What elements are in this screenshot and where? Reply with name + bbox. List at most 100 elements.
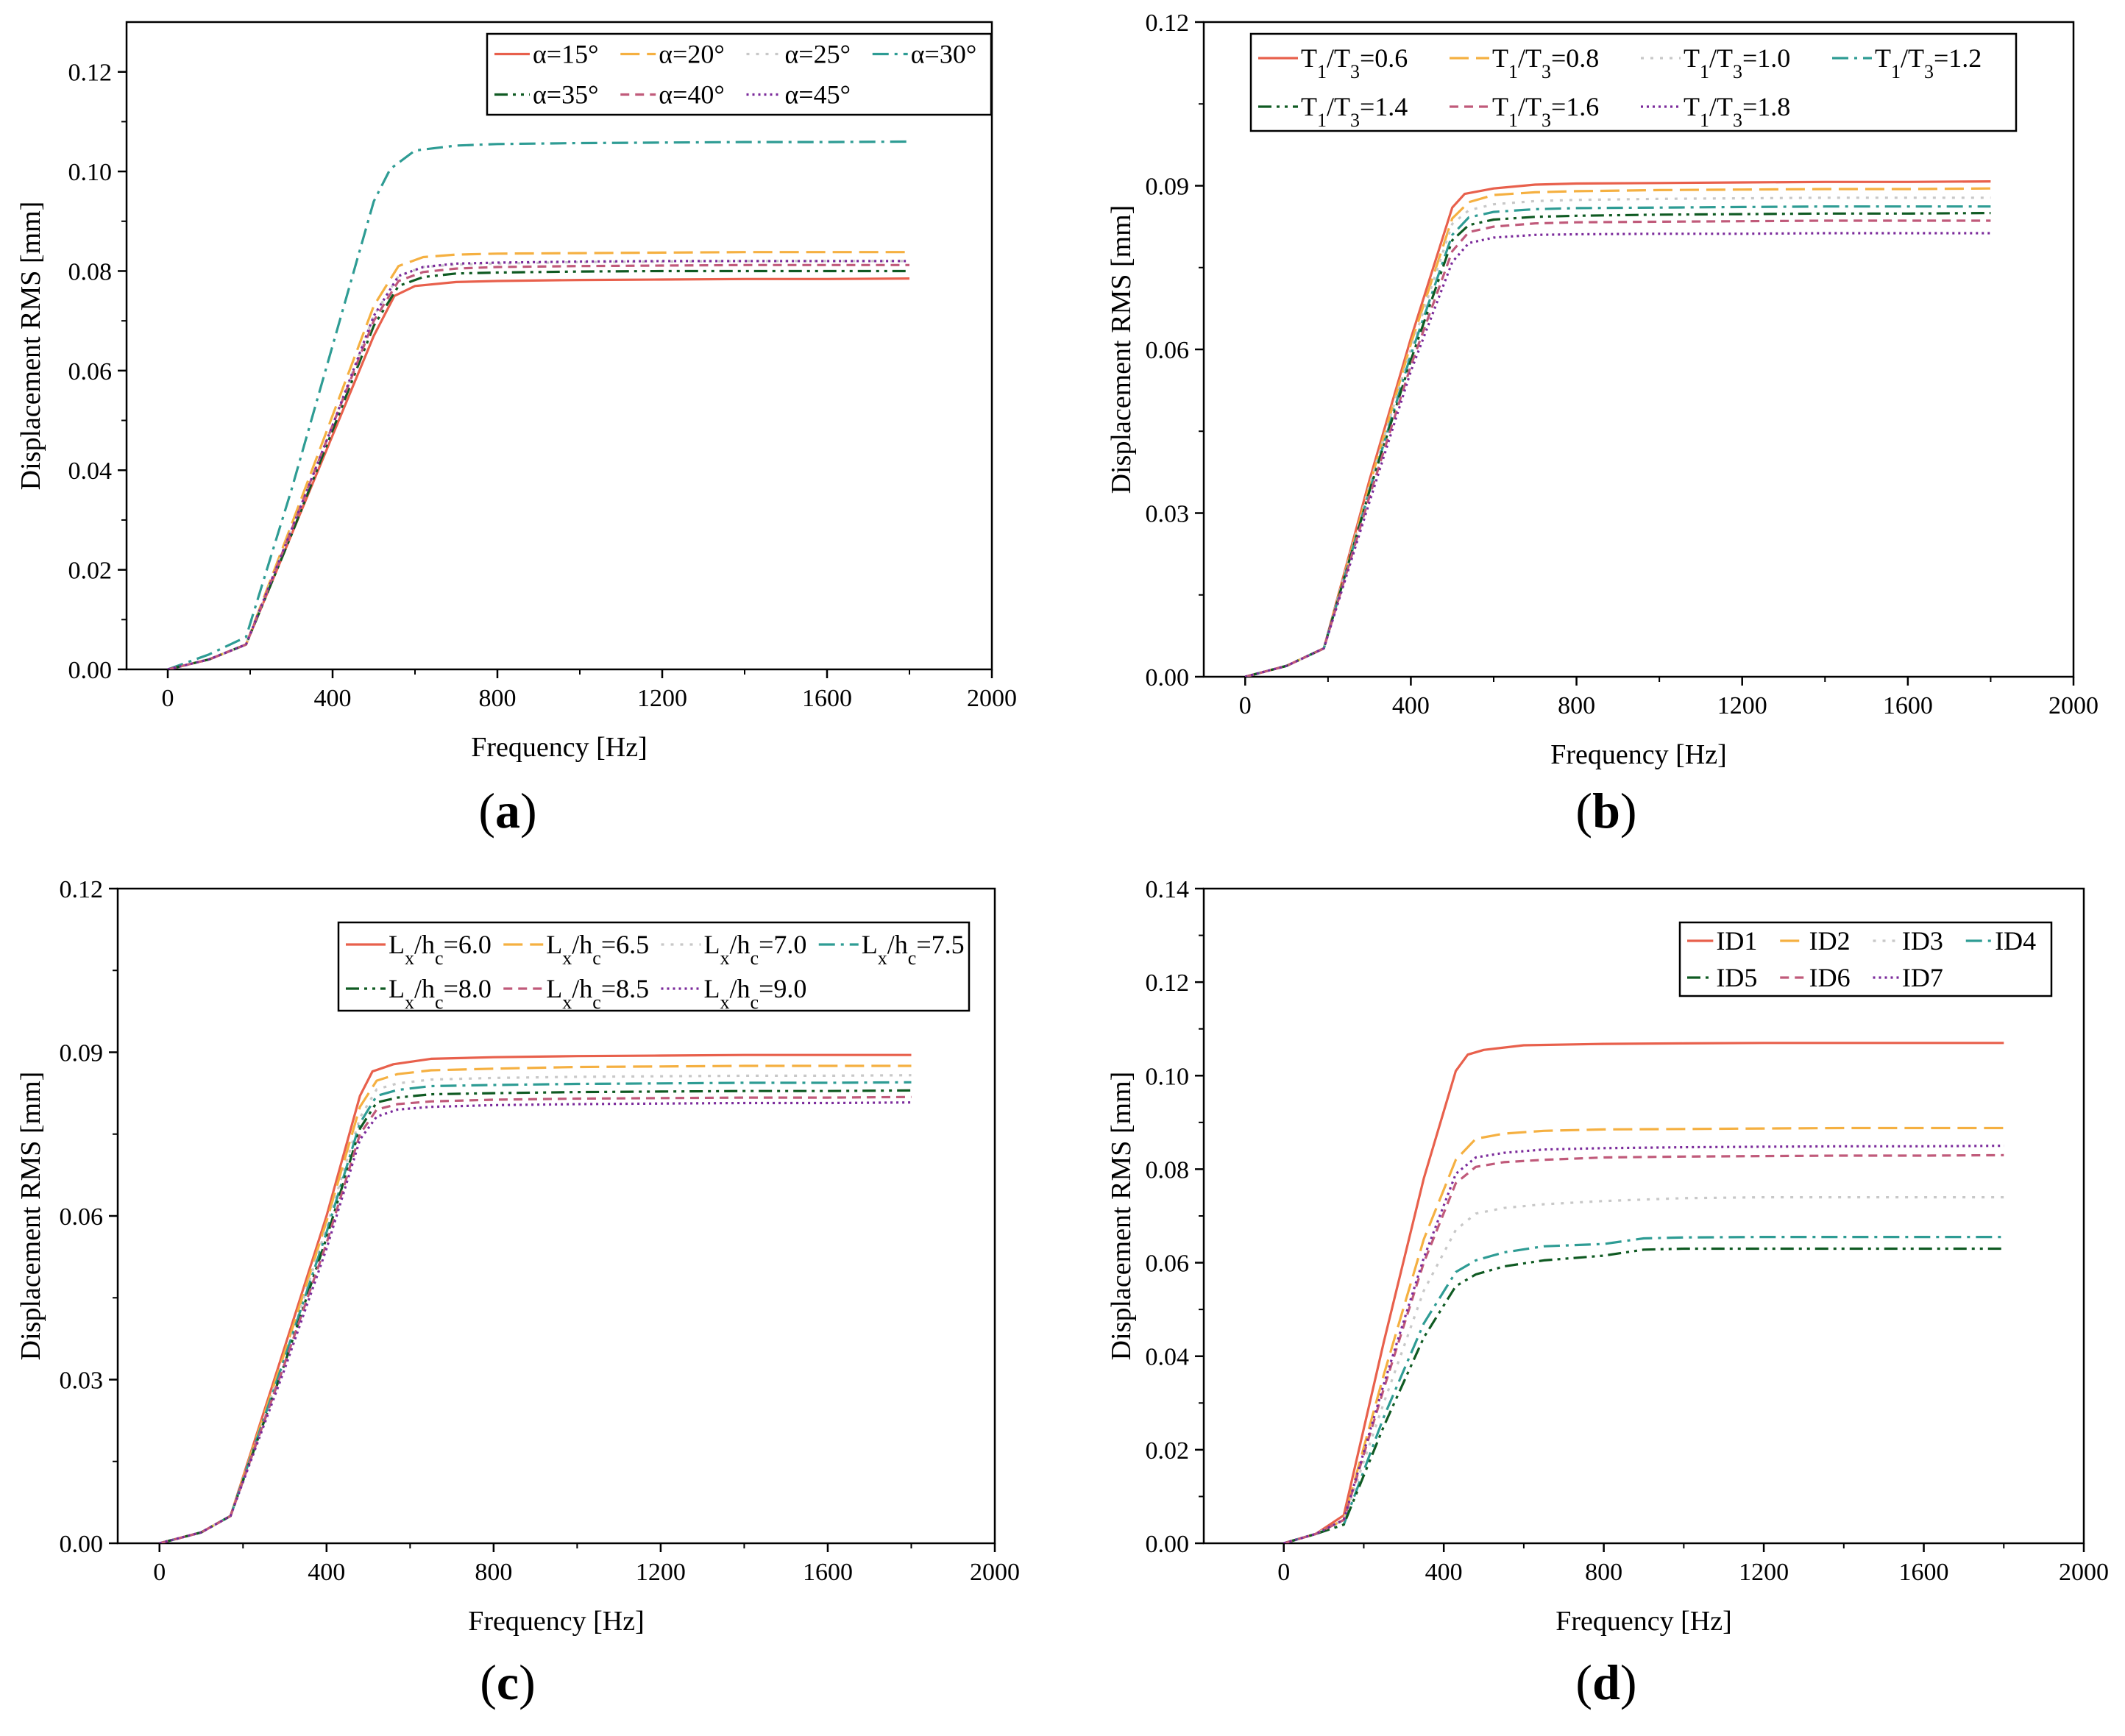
panel-label: (b) [1575, 783, 1636, 839]
legend-label: T1/T3=1.4 [1301, 92, 1408, 131]
x-axis-title: Frequency [Hz] [1555, 1606, 1732, 1637]
x-axis-title: Frequency [Hz] [1550, 739, 1727, 770]
panel-b: 0 400 800 1200 1600 2000 0.00 0.03 0.06 0.09 0.12 F… [1106, 10, 2099, 839]
legend-label: T1/T3=1.6 [1492, 92, 1599, 131]
y-tick-label: 0.06 [60, 1203, 104, 1231]
x-tick-label: 400 [1392, 692, 1430, 719]
y-tick-label: 0.12 [1146, 970, 1190, 997]
x-tick-label: 1600 [1883, 692, 1933, 719]
series-line-3 [1283, 1195, 2004, 1543]
x-tick-label: 1200 [637, 685, 687, 712]
y-tick-label: 0.08 [1146, 1156, 1190, 1184]
y-tick-label: 0.04 [1146, 1344, 1190, 1371]
x-tick-label: 800 [1558, 692, 1595, 719]
y-tick-label: 0.14 [1146, 876, 1190, 903]
y-tick-label: 0.06 [1146, 1251, 1190, 1278]
x-tick-label: 400 [314, 685, 352, 712]
x-tick-label: 400 [308, 1559, 345, 1586]
y-tick-label: 0.09 [60, 1040, 104, 1067]
x-tick-label: 1200 [1739, 1559, 1789, 1586]
y-tick-label: 0.06 [1146, 337, 1190, 364]
y-tick-label: 0.00 [1146, 1531, 1190, 1558]
x-tick-label: 1600 [803, 1559, 853, 1586]
x-tick-label: 800 [1585, 1559, 1622, 1586]
y-tick-label: 0.10 [1146, 1063, 1190, 1090]
y-axis-title: Displacement RMS [mm] [15, 1072, 46, 1361]
legend-label: α=35° [533, 80, 599, 110]
series-line-4 [167, 140, 910, 669]
x-tick-label: 1600 [1899, 1559, 1949, 1586]
legend-label: α=15° [533, 40, 599, 69]
x-tick-label: 800 [479, 685, 517, 712]
y-tick-label: 0.06 [68, 358, 113, 385]
x-axis-title: Frequency [Hz] [468, 1606, 645, 1637]
legend: Lx/hc=6.0 Lx/hc=6.5 Lx/hc=7.0 Lx/hc=7.5 Lx/h… [337, 921, 971, 1013]
legend-label: T1/T3=0.6 [1301, 43, 1408, 82]
series-line-6 [167, 263, 909, 669]
y-tick-label: 0.02 [68, 558, 113, 585]
y-tick-label: 0.00 [68, 657, 113, 684]
panel-label: (d) [1575, 1654, 1636, 1710]
y-tick-label: 0.03 [60, 1367, 104, 1395]
series-line-2 [1283, 1126, 2004, 1543]
series-line-5 [1283, 1247, 2004, 1543]
series-group [1244, 180, 1991, 677]
legend: ID1 ID2 ID3 ID4 ID5 ID6 ID7 [1678, 921, 2053, 997]
x-tick-label: 0 [153, 1559, 166, 1586]
series-group [1283, 1042, 2004, 1543]
legend-label: α=40° [659, 80, 725, 110]
legend-label: α=45° [784, 80, 851, 110]
panels: 0 400 800 1200 1600 2000 0.00 0.02 0.04 0.06 0.08 0… [15, 10, 2109, 1710]
legend-label: ID7 [1902, 963, 1943, 992]
panel-label: (c) [480, 1654, 536, 1710]
x-tick-label: 800 [475, 1559, 512, 1586]
legend: T1/T3=0.6 T1/T3=0.8 T1/T3=1.0 T1/T3=1.2 T1/T… [1249, 32, 2018, 132]
x-tick-label: 400 [1425, 1559, 1463, 1586]
x-tick-label: 0 [1239, 692, 1252, 719]
y-tick-label: 0.03 [1146, 501, 1190, 528]
legend-label: Lx/hc=8.5 [546, 974, 649, 1013]
legend-label: Lx/hc=9.0 [704, 974, 807, 1013]
y-tick-label: 0.09 [1146, 174, 1190, 201]
legend-box [486, 32, 993, 116]
y-tick-label: 0.02 [1146, 1437, 1190, 1465]
y-tick-label: 0.12 [1146, 10, 1190, 37]
series-group [159, 1053, 912, 1543]
series-line-4 [1283, 1235, 2004, 1543]
legend-label: ID6 [1809, 963, 1851, 992]
y-tick-label: 0.12 [60, 876, 104, 903]
x-tick-label: 2000 [2059, 1559, 2109, 1586]
series-group [167, 140, 910, 669]
series-line-6 [159, 1095, 912, 1543]
y-axis-title: Displacement RMS [mm] [15, 202, 46, 491]
legend-label: Lx/hc=7.0 [704, 930, 807, 969]
legend-label: Lx/hc=8.0 [389, 974, 492, 1013]
legend-box [1678, 921, 2053, 997]
panel-a: 0 400 800 1200 1600 2000 0.00 0.02 0.04 0.06 0.08 0… [15, 21, 1017, 839]
legend-box [1249, 32, 2018, 132]
series-line-3 [1244, 196, 1991, 677]
series-line-7 [167, 260, 909, 669]
series-line-1 [1283, 1042, 2004, 1543]
legend-label: T1/T3=1.0 [1684, 43, 1790, 82]
legend-label: Lx/hc=6.5 [546, 930, 649, 969]
panel-c: 0 400 800 1200 1600 2000 0.00 0.03 0.06 0.09 0.12 F… [15, 876, 1020, 1710]
legend-label: ID5 [1716, 963, 1757, 992]
series-line-7 [1283, 1145, 2004, 1543]
series-line-7 [1244, 232, 1991, 677]
x-tick-label: 0 [1277, 1559, 1290, 1586]
legend-label: α=25° [784, 40, 851, 69]
legend-box [337, 921, 971, 1012]
series-line-6 [1283, 1153, 2004, 1543]
legend-label: ID1 [1716, 926, 1757, 956]
y-tick-label: 0.00 [1146, 664, 1190, 691]
x-tick-label: 0 [162, 685, 174, 712]
x-tick-label: 2000 [2048, 692, 2099, 719]
legend-label: T1/T3=0.8 [1492, 43, 1599, 82]
y-tick-label: 0.04 [68, 458, 113, 485]
y-tick-label: 0.08 [68, 258, 113, 285]
x-tick-label: 1200 [636, 1559, 686, 1586]
y-axis-title: Displacement RMS [mm] [1106, 205, 1137, 494]
